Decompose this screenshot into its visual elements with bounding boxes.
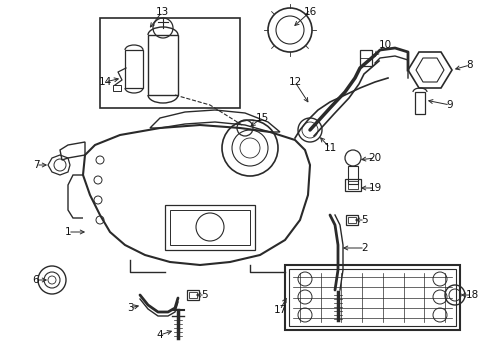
Text: 17: 17 — [273, 305, 286, 315]
Bar — [100, 18, 240, 108]
Text: 10: 10 — [378, 40, 391, 50]
Text: 15: 15 — [255, 113, 268, 123]
Bar — [113, 85, 121, 91]
Text: 5: 5 — [361, 215, 367, 225]
Text: 18: 18 — [465, 290, 478, 300]
Bar — [347, 181, 357, 189]
Bar — [189, 292, 197, 298]
Bar — [414, 92, 424, 114]
Text: 16: 16 — [303, 7, 316, 17]
Text: 3: 3 — [126, 303, 133, 313]
Bar — [285, 265, 459, 330]
Bar — [347, 217, 355, 223]
Bar — [347, 166, 357, 184]
Bar — [164, 205, 254, 250]
Bar — [359, 50, 371, 66]
Text: 6: 6 — [33, 275, 39, 285]
Text: 8: 8 — [466, 60, 472, 70]
Text: 4: 4 — [156, 330, 163, 340]
Bar — [170, 210, 249, 245]
Bar — [125, 50, 142, 88]
Text: 13: 13 — [155, 7, 168, 17]
Text: 19: 19 — [367, 183, 381, 193]
Text: 9: 9 — [446, 100, 452, 110]
Text: 11: 11 — [323, 143, 336, 153]
Text: 20: 20 — [367, 153, 381, 163]
Text: 2: 2 — [361, 243, 367, 253]
Bar — [148, 35, 178, 95]
Bar — [345, 179, 360, 191]
Text: 5: 5 — [201, 290, 208, 300]
Text: 7: 7 — [33, 160, 39, 170]
Bar — [288, 269, 455, 326]
Bar — [186, 290, 199, 300]
Bar — [346, 215, 357, 225]
Text: 1: 1 — [64, 227, 71, 237]
Text: 14: 14 — [98, 77, 111, 87]
Text: 12: 12 — [288, 77, 301, 87]
